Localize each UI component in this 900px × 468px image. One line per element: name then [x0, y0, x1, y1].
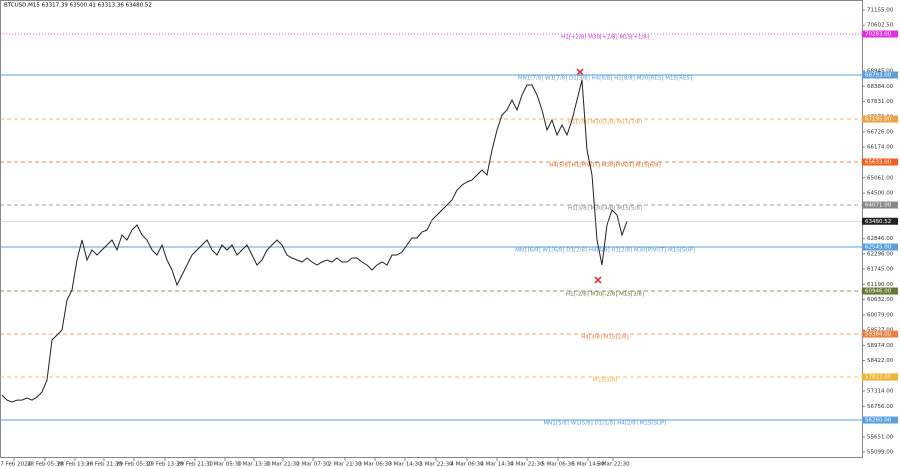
y-tick-label: 61190.00: [867, 282, 894, 288]
level-text: H4[3/8] M15[2/8]: [581, 335, 628, 341]
level-text: H4[5/8] H1[PIVOT] M30[PIVOT] M15[6/8]: [549, 163, 660, 169]
level-badge: [862, 71, 898, 79]
y-tick-label: 67831.00: [867, 99, 894, 105]
cross: [576, 68, 584, 76]
y-tick-label: 55651.00: [867, 434, 894, 440]
level-text: MN1[7/8] W1[7/8] D1[3/8] H4[8/8] H1[8/8]…: [518, 76, 692, 82]
y-tick-label: 56756.00: [867, 404, 894, 410]
y-tick-label: 70602.50: [867, 23, 894, 29]
level-text: H1[3/8] M30[4/8] M15[5/8]: [568, 206, 642, 212]
level-badge: [862, 243, 898, 251]
level-badge: [862, 201, 898, 209]
level-badge-label: 64071.00: [865, 203, 892, 209]
y-tick-label: 58422.00: [867, 358, 894, 364]
x-tick-label: 2 Mar 21:30: [328, 462, 362, 468]
x-tick-label: 29 Feb 05:30: [116, 462, 153, 468]
level-badge: [862, 330, 898, 338]
x-tick-label: 1 Mar 21:30: [266, 462, 300, 468]
level-text: MN1[5/8] W1[5/8] D1[1/8] H4[2/8] M15[SUP…: [543, 421, 666, 427]
y-tick-label: 66174.00: [867, 145, 894, 151]
y-tick-label: 57314.00: [867, 389, 894, 395]
level-badge-label: 65633.00: [865, 160, 892, 166]
level-badge-label: 70283.00: [865, 31, 892, 37]
x-tick-label: 2 Mar 07:30: [296, 462, 330, 468]
level-badge-label: 59384.00: [865, 332, 892, 338]
y-tick-label: 62846.00: [867, 236, 894, 242]
x-tick-label: 28 Feb 13:30: [57, 462, 94, 468]
x-tick-label: 5 Mar 22:30: [596, 462, 630, 468]
level-text: H1[+2/8] M30[+2/8] M15[+1/8]: [561, 34, 649, 40]
level-badge-label: 68793.00: [865, 73, 892, 79]
y-tick-label: 58974.00: [867, 343, 894, 349]
y-tick-label: 64500.00: [867, 191, 894, 197]
plot-frame: [0, 0, 863, 458]
x-tick-label: 5 Mar 14:30: [571, 462, 605, 468]
level-badge-label: 56260.00: [865, 418, 892, 424]
markers: [576, 68, 602, 284]
last-price-badge: [862, 217, 898, 225]
level-text: M15[1/8]: [593, 378, 618, 384]
x-tick-label: 4 Mar 06:30: [450, 462, 484, 468]
level-badge-label: 67195.00: [865, 117, 892, 123]
level-text: MN1[6/8] W1[6/8] D1[2/8] H4[4/8] H1[2/8]…: [515, 248, 695, 254]
x-tick-label: 3 Mar 14:30: [388, 462, 422, 468]
x-tick-label: 27 Feb 2024: [0, 462, 32, 468]
y-tick-label: 66726.00: [867, 129, 894, 135]
level-badge: [862, 30, 898, 38]
x-tick-label: 29 Feb 13:30: [147, 462, 184, 468]
y-tick-label: 65061.00: [867, 175, 894, 181]
last-price-label: 63480.52: [865, 219, 891, 225]
level-badge-label: 60946.00: [865, 289, 892, 295]
x-tick-label: 3 Mar 06:30: [358, 462, 392, 468]
chart-title: BTCUSD,M15 63317.39 63500.41 63313.36 63…: [4, 3, 152, 9]
level-badge: [862, 416, 898, 424]
x-tick-label: 29 Feb 21:30: [177, 462, 214, 468]
level-badge: [862, 287, 898, 295]
x-tick-label: 5 Mar 06:30: [541, 462, 575, 468]
level-badge: [862, 373, 898, 381]
y-tick-label: 62296.00: [867, 251, 894, 257]
x-tick-label: 1 Mar 05:30: [208, 462, 242, 468]
cross: [594, 276, 602, 284]
x-tick-label: 3 Mar 22:30: [419, 462, 453, 468]
level-badge: [862, 115, 898, 123]
x-tick-label: 28 Feb 21:30: [86, 462, 123, 468]
y-tick-label: 68384.00: [867, 84, 894, 90]
price-line: [1, 79, 628, 403]
level-badge: [862, 158, 898, 166]
y-tick-label: 61745.00: [867, 267, 894, 273]
x-tick-label: 4 Mar 14:30: [480, 462, 514, 468]
level-text: H1[7/8] M30[5/8] M15[7/8]: [568, 120, 642, 126]
level-badge-label: 57822.00: [865, 375, 892, 381]
x-tick-label: 28 Feb 05:30: [27, 462, 64, 468]
y-tick-label: 71155.00: [867, 7, 894, 13]
x-tick-label: 1 Mar 13:30: [237, 462, 271, 468]
y-tick-label: 60632.00: [867, 297, 894, 303]
level-badge-label: 62545.00: [865, 245, 892, 251]
y-tick-label: 60079.00: [867, 312, 894, 318]
x-tick-label: 4 Mar 22:30: [510, 462, 544, 468]
y-tick-label: 55099.00: [867, 449, 894, 455]
y-tick-label: 68945.00: [867, 68, 894, 74]
level-text: H1[-2/8] M30[-2/8] M15[3/8]: [566, 292, 644, 298]
